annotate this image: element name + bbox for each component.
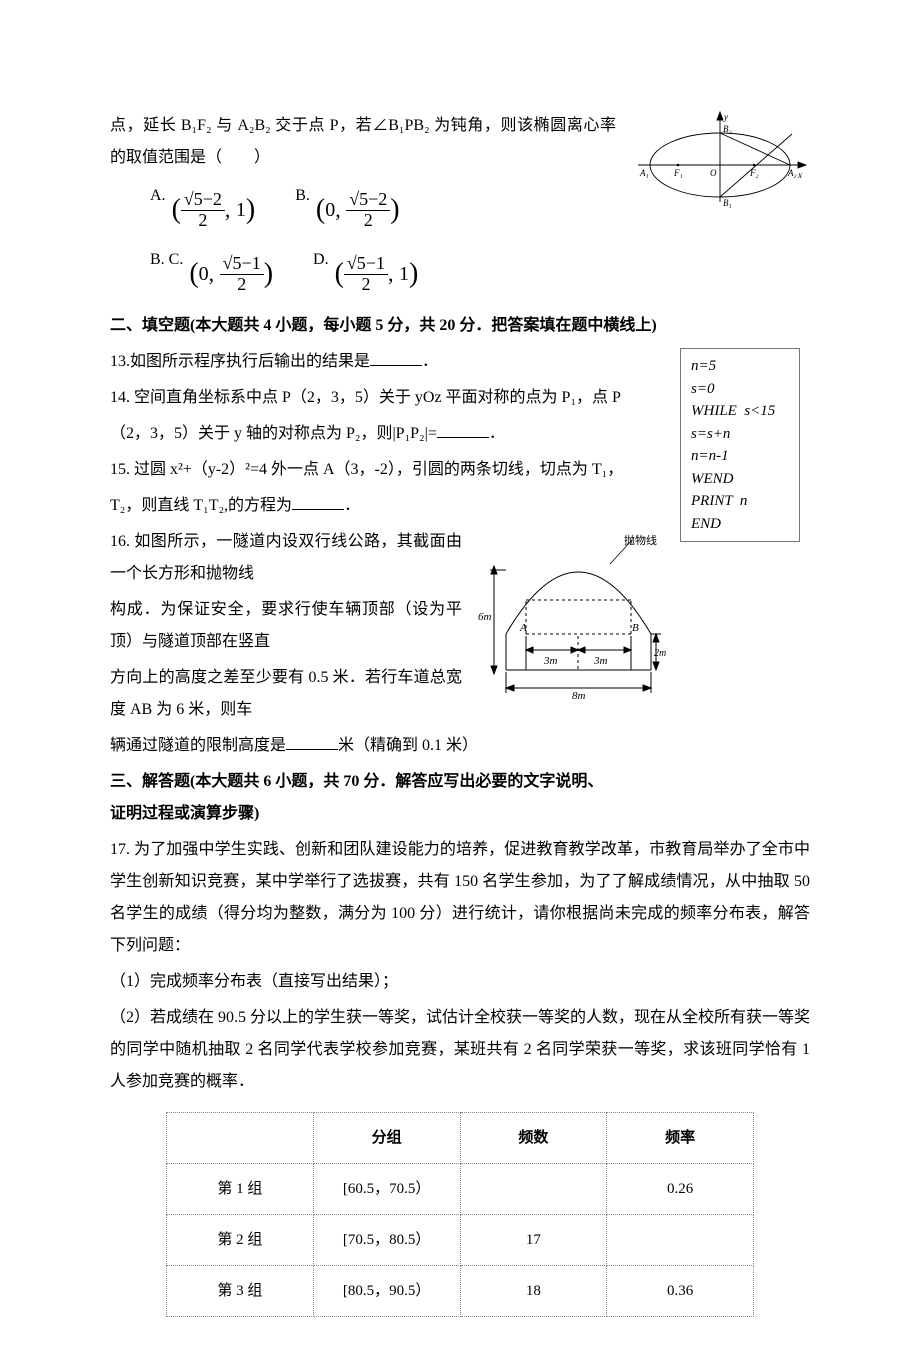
q14-blank: [437, 424, 489, 438]
table-row: 第 2 组 [70.5，80.5） 17: [167, 1215, 754, 1266]
q15-blank: [292, 496, 344, 510]
label-y: y: [723, 112, 728, 122]
prog-line-0: n=5: [691, 355, 789, 378]
section2-title: 二、填空题(本大题共 4 小题，每小题 5 分，共 20 分．把答案填在题中横线…: [110, 310, 810, 342]
label-3m-r: 3m: [593, 655, 608, 667]
q12-opt-c: B. C. ( 0 , √5−12 ): [150, 246, 273, 302]
label-6m: 6m: [478, 611, 492, 623]
opt-label-a: A.: [150, 180, 166, 212]
q16-d: 辆通过隧道的限制高度是米（精确到 0.1 米）: [110, 730, 810, 762]
table-row: 第 1 组 [60.5，70.5） 0.26: [167, 1164, 754, 1215]
q16-c: 方向上的高度之差至少要有 0.5 米．若行车道总宽度 AB 为 6 米，则车: [110, 662, 810, 726]
q17-s1: （1）完成频率分布表（直接写出结果）；: [110, 966, 810, 998]
prog-line-5: WEND: [691, 468, 789, 491]
q12-opt-d: D. ( √5−12 , 1 ): [313, 246, 418, 302]
label-3m-l: 3m: [543, 655, 558, 667]
table-header-row: 分组 频数 频率: [167, 1113, 754, 1164]
th-3: 频率: [607, 1113, 754, 1164]
section3-title-a: 三、解答题(本大题共 6 小题，共 70 分．解答应写出必要的文字说明、: [110, 766, 810, 798]
th-0: [167, 1113, 314, 1164]
label-o: O: [710, 168, 717, 178]
label-b: B: [632, 622, 639, 634]
prog-line-1: s=0: [691, 378, 789, 401]
q12-opt-b: B. ( 0 , √5−22 ): [295, 182, 399, 238]
opt-label-d: D.: [313, 244, 329, 276]
prog-line-7: END: [691, 513, 789, 536]
label-a2: A₂: [787, 168, 797, 178]
label-8m: 8m: [572, 690, 586, 700]
label-f2: F₂: [749, 168, 759, 178]
table-row: 第 3 组 [80.5，90.5） 18 0.36: [167, 1266, 754, 1317]
ellipse-figure: y x B₂ B₁ A₁ A₂ F₁ F₂ O: [630, 110, 810, 210]
program-figure: n=5 s=0 WHILE s<15 s=s+n n=n-1 WEND PRIN…: [680, 348, 800, 542]
q17-p1: 17. 为了加强中学生实践、创新和团队建设能力的培养，促进教育教学改革，市教育局…: [110, 834, 810, 962]
prog-line-2: WHILE s<15: [691, 400, 789, 423]
prog-line-4: n=n-1: [691, 445, 789, 468]
q12-opt-a: A. ( √5−22 , 1 ): [150, 182, 255, 238]
tunnel-figure: 抛物线 A B 6m 3m 3m 2m 8m: [476, 530, 666, 700]
q17-s2: （2）若成绩在 90.5 分以上的学生获一等奖，试估计全校获一等奖的人数，现在从…: [110, 1002, 810, 1098]
label-2m: 2m: [654, 648, 666, 659]
label-b2: B₂: [723, 124, 732, 134]
label-parabola: 抛物线: [624, 533, 657, 547]
label-a1: A₁: [639, 168, 649, 178]
opt-label-bc: B. C.: [150, 244, 183, 276]
q13-blank: [370, 352, 422, 366]
opt-label-b: B.: [295, 180, 310, 212]
q16-blank: [286, 736, 338, 750]
label-b1: B₁: [723, 198, 732, 208]
q16-b: 构成．为保证安全，要求行使车辆顶部（设为平顶）与隧道顶部在竖直: [110, 594, 810, 658]
label-x: x: [797, 170, 802, 180]
frequency-table: 分组 频数 频率 第 1 组 [60.5，70.5） 0.26 第 2 组 [7…: [166, 1112, 754, 1317]
th-1: 分组: [313, 1113, 460, 1164]
label-f1: F₁: [673, 168, 683, 178]
prog-line-3: s=s+n: [691, 423, 789, 446]
prog-line-6: PRINT n: [691, 490, 789, 513]
q12-options-row1: A. ( √5−22 , 1 ) B. ( 0 , √5−22 ): [150, 182, 616, 238]
label-a: A: [519, 622, 527, 634]
q12-options-row2: B. C. ( 0 , √5−12 ) D. ( √5−12 , 1 ): [150, 246, 810, 302]
th-2: 频数: [460, 1113, 607, 1164]
section3-title-b: 证明过程或演算步骤): [110, 798, 810, 830]
